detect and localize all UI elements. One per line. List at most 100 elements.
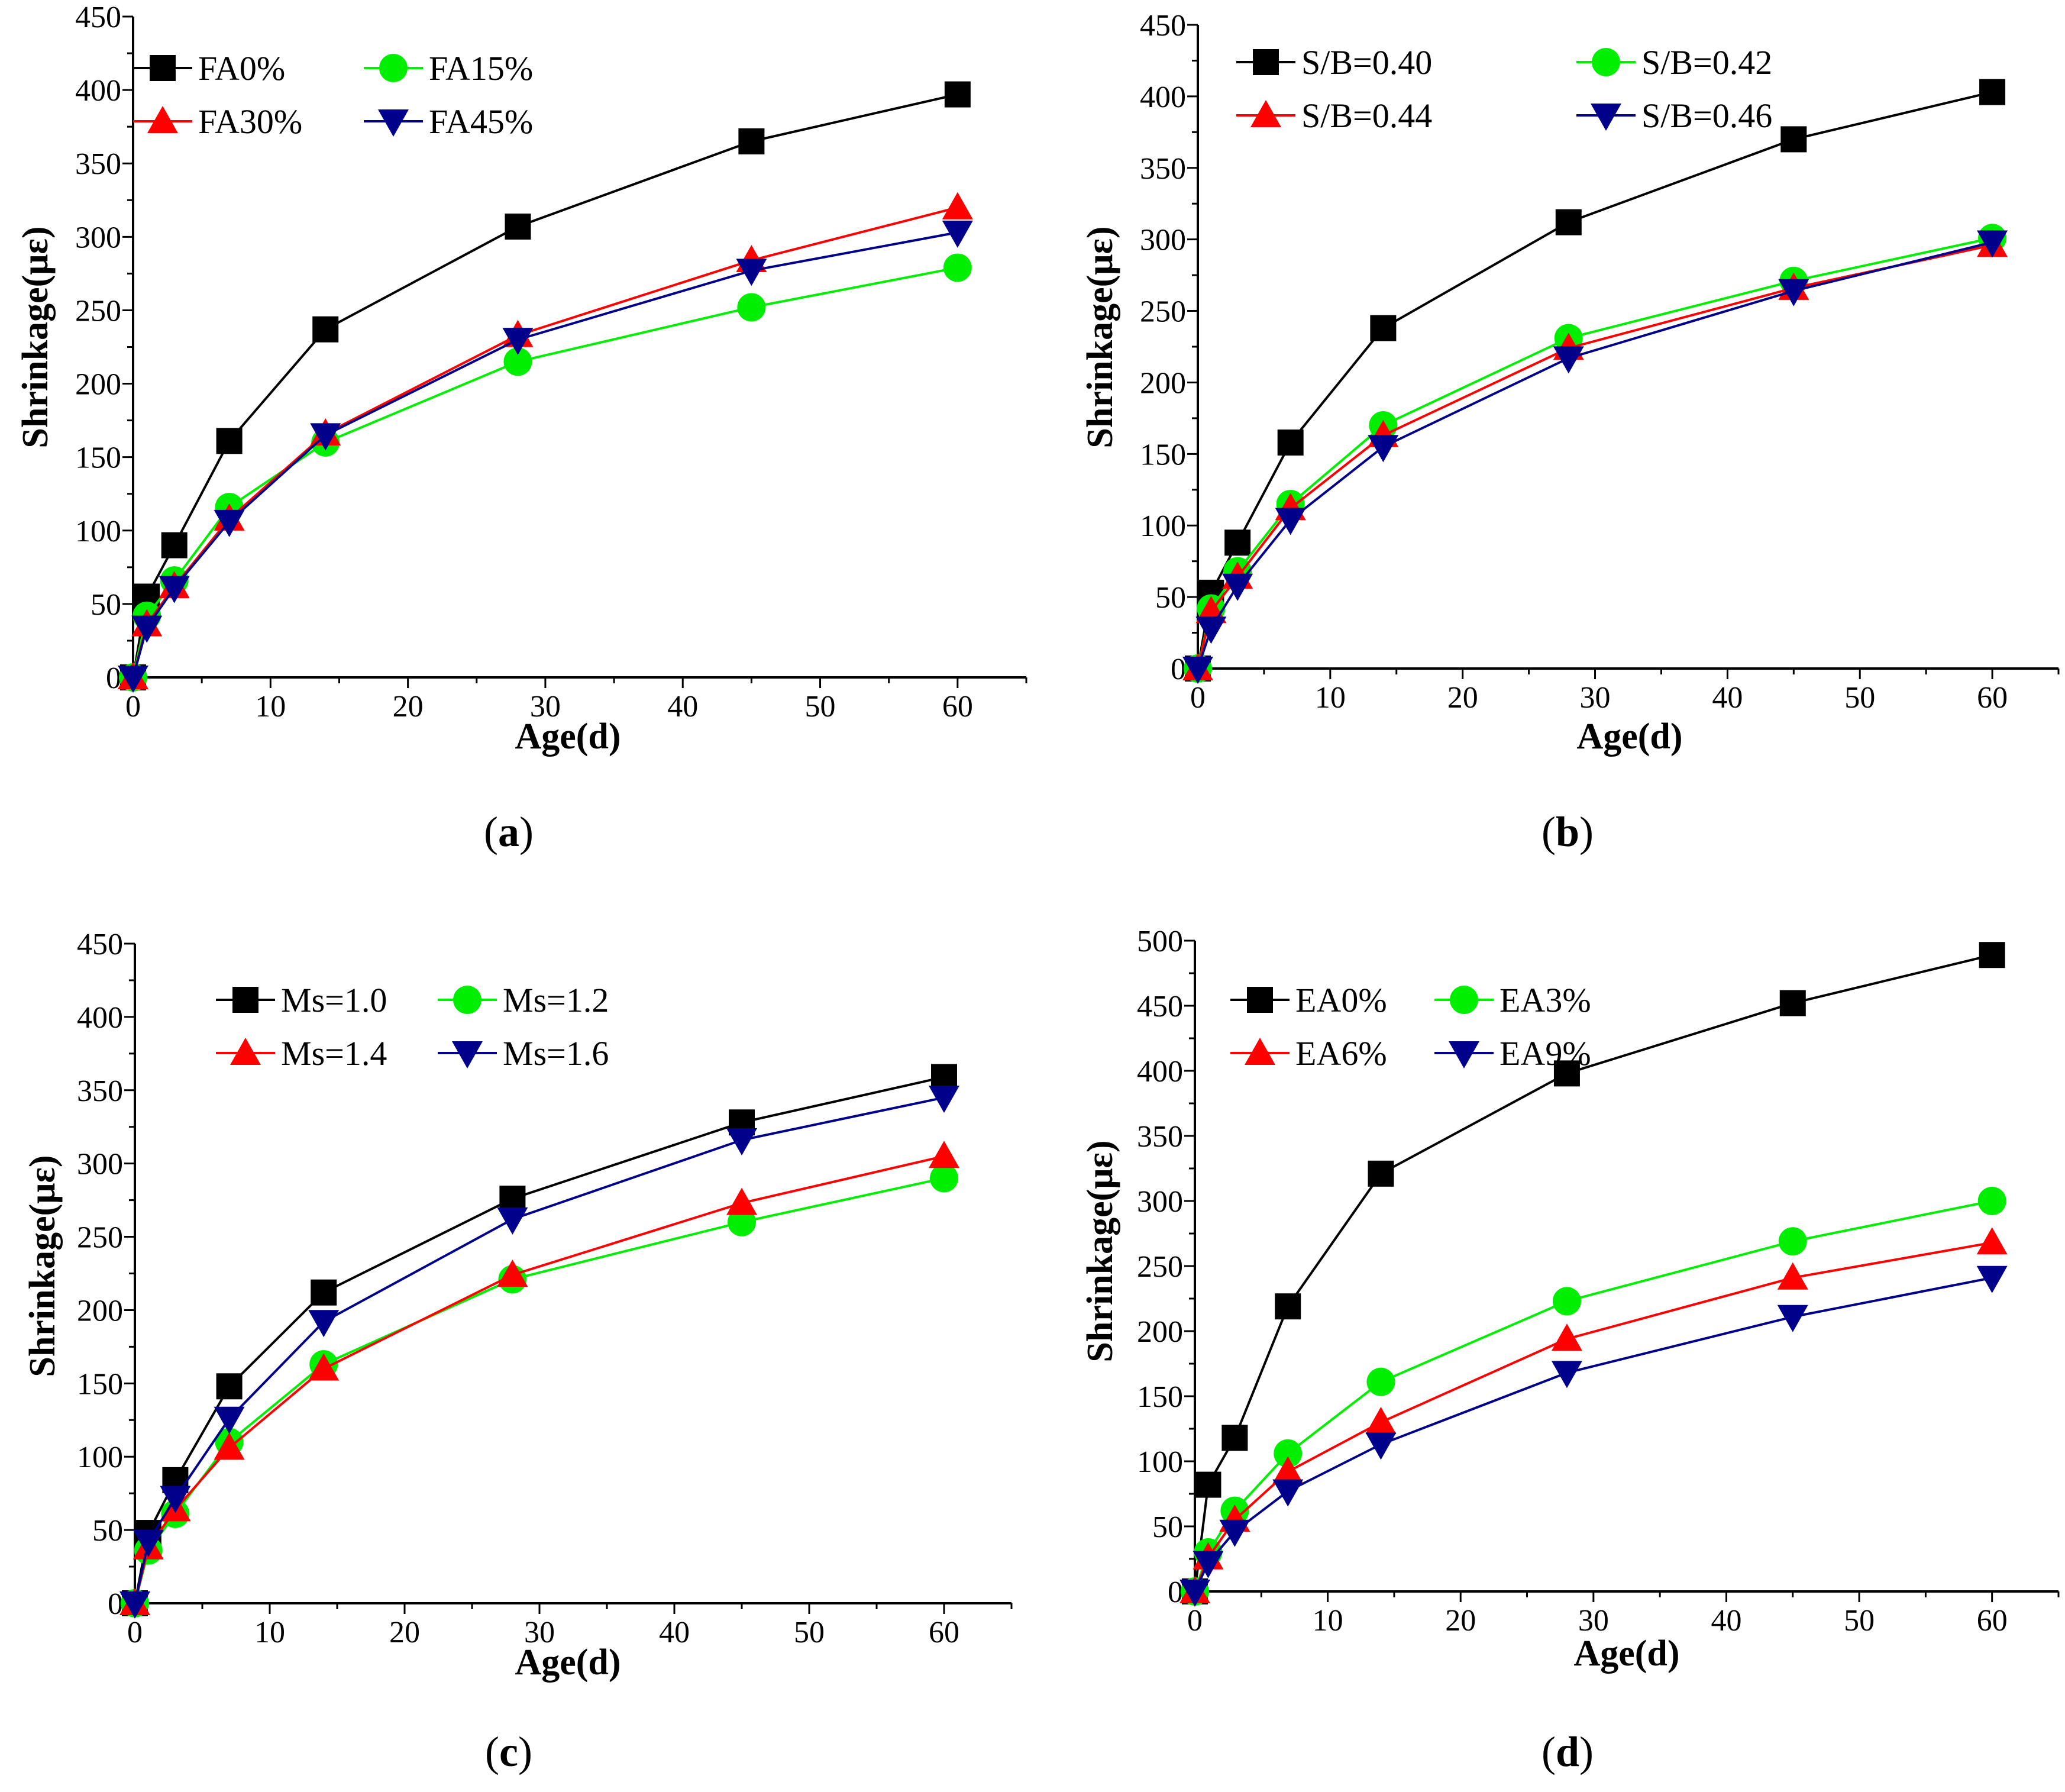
panel-d-series-2-point: [1272, 1456, 1304, 1484]
panel-d-series-line-1: [1194, 1200, 1993, 1592]
panel-d-x-tick-label: 60: [1977, 1604, 2008, 1638]
panel-d-plot: 0 10 20 30 40 50 60050100150200250300350400450…: [1137, 925, 2060, 1638]
panel-b-series-line-2: [1197, 244, 1993, 669]
panel-a-series-3-point: [118, 666, 148, 693]
panel-a-legend-label-1: FA15%: [429, 49, 533, 88]
panel-d-x-tick-label: 50: [1844, 1604, 1875, 1638]
panel-a: Shrinkage(με) Age(d) (a) 0 10 20 30 40 50 6005…: [15, 1, 1027, 855]
panel-a-x-tick-label: 0: [125, 690, 141, 724]
panel-d-y-tick-label: 350: [1137, 1120, 1183, 1154]
panel-a-y-tick-label: 150: [75, 441, 121, 475]
panel-a-series-0-point: [216, 428, 243, 454]
panel-d: Shrinkage(με) Age(d) (d) 0 10 20 30 40 50 6005…: [1080, 925, 2060, 1775]
panel-c-y-tick-label: 400: [77, 1001, 123, 1035]
panel-b-legend: S/B=0.40 S/B=0.42 S/B=0.44 S/B=0.46: [1236, 43, 1772, 135]
panel-b-legend-label-0: S/B=0.40: [1301, 43, 1432, 82]
panel-b-series-3-point: [1195, 616, 1227, 644]
panel-c-y-tick-label: 50: [92, 1514, 123, 1548]
panel-d-series-3-point: [1193, 1551, 1224, 1578]
panel-c-legend-label-3: Ms=1.6: [503, 1034, 609, 1073]
panel-d-series-0-point: [1195, 1471, 1221, 1498]
panel-d-legend-label-0: EA0%: [1295, 981, 1387, 1019]
panel-a-y-tick-label: 300: [75, 221, 121, 254]
panel-d-x-tick-label: 20: [1445, 1604, 1476, 1638]
panel-d-label: (d): [1542, 1728, 1594, 1775]
panel-b-y-tick-label: 100: [1140, 509, 1186, 543]
panel-a-legend-marker-1: [379, 54, 408, 82]
panel-a-series-3-point: [131, 615, 163, 643]
panel-d-series-1-point: [1274, 1439, 1303, 1468]
panel-c-legend-marker-3: [452, 1041, 483, 1068]
panel-a-series-line-1: [132, 266, 958, 678]
panel-d-series-3-point: [1976, 1265, 2008, 1293]
panel-b-series-3-point: [1275, 508, 1306, 535]
panel-d-legend-label-1: EA3%: [1500, 981, 1591, 1019]
panel-b-x-tick-label: 60: [1977, 681, 2008, 715]
panel-c-x-tick-label: 50: [794, 1616, 825, 1649]
panel-b-y-tick-label: 250: [1140, 295, 1186, 329]
panel-c-series-0-point: [311, 1279, 337, 1306]
panel-c-legend: Ms=1.0 Ms=1.2 Ms=1.4 Ms=1.6: [216, 981, 609, 1073]
panel-b-legend-marker-3: [1591, 104, 1621, 131]
panel-a-plot: 0 10 20 30 40 50 60050100150200250300350400450…: [75, 1, 1027, 724]
panel-b-legend-marker-2: [1250, 100, 1281, 127]
panel-d-legend-marker-2: [1245, 1038, 1275, 1065]
panel-b-x-tick-label: 0: [1190, 681, 1206, 715]
panel-b-y-tick-label: 150: [1140, 438, 1186, 472]
panel-d-series-0-point: [1553, 1060, 1580, 1087]
panel-d-series-1-point: [1778, 1227, 1807, 1256]
panel-c-legend-marker-2: [230, 1038, 261, 1065]
panel-a-series-3-point: [214, 509, 245, 537]
panel-a-label: (a): [484, 808, 534, 855]
panel-d-xlabel: Age(d): [1573, 1633, 1679, 1674]
panel-b-x-tick-label: 40: [1712, 681, 1743, 715]
panel-d-ylabel: Shrinkage(με): [1080, 1140, 1120, 1362]
panel-c-series-2-point: [497, 1259, 528, 1287]
panel-d-legend-label-2: EA6%: [1295, 1034, 1387, 1073]
panel-c-plot: 0 10 20 30 40 50 60050100150200250300350400450…: [77, 928, 1013, 1649]
panel-c-legend-label-0: Ms=1.0: [281, 981, 387, 1019]
panel-a-x-tick-label: 20: [393, 690, 424, 724]
panel-b-y-tick-label: 400: [1140, 80, 1186, 114]
panel-a-y-tick-label: 50: [91, 588, 121, 622]
panel-d-y-tick-label: 400: [1137, 1055, 1183, 1089]
panel-b-series-0-point: [1277, 429, 1304, 456]
panel-c-series-2-point: [929, 1141, 959, 1168]
panel-b-legend-marker-1: [1592, 48, 1620, 76]
panel-b-series-0-point: [1979, 79, 2006, 105]
panel-c-x-tick-label: 0: [127, 1616, 143, 1649]
panel-b-label: (b): [1542, 808, 1594, 855]
panel-c-x-tick-label: 60: [929, 1616, 959, 1649]
panel-c-y-tick-label: 100: [77, 1441, 123, 1474]
panel-b-series-3-point: [1182, 657, 1213, 684]
panel-b-series-line-0: [1197, 91, 1993, 669]
panel-d-x-tick-label: 0: [1187, 1604, 1203, 1638]
panel-b-legend-label-3: S/B=0.46: [1641, 96, 1772, 135]
panel-b-ylabel: Shrinkage(με): [1080, 226, 1120, 448]
panel-d-series-0-point: [1979, 942, 2005, 968]
panel-c-label: (c): [485, 1728, 532, 1775]
panel-d-legend-marker-3: [1449, 1041, 1479, 1068]
panel-c-series-3-point: [308, 1310, 340, 1338]
panel-d-x-tick-label: 30: [1578, 1604, 1609, 1638]
panel-d-legend-label-3: EA9%: [1500, 1034, 1591, 1073]
panel-b-y-tick-label: 350: [1140, 152, 1186, 186]
panel-c-series-0-point: [499, 1186, 526, 1212]
panel-d-legend: EA0% EA3% EA6% EA9%: [1230, 981, 1591, 1073]
panel-a-series-line-0: [132, 93, 958, 678]
panel-a-x-tick-label: 50: [805, 690, 836, 724]
panel-d-series-0-point: [1779, 990, 1806, 1016]
panel-b-xlabel: Age(d): [1576, 716, 1682, 757]
panel-a-x-tick-label: 10: [255, 690, 286, 724]
panel-a-series-0-point: [944, 81, 971, 108]
panel-c-series-2-point: [726, 1187, 757, 1215]
panel-c-legend-label-1: Ms=1.2: [503, 981, 609, 1019]
panel-b-series-3-point: [1222, 573, 1253, 601]
panel-a-y-tick-label: 350: [75, 147, 121, 181]
panel-a-series-line-2: [132, 206, 958, 678]
panel-b-x-tick-label: 30: [1580, 681, 1611, 715]
panel-c-series-3-point: [497, 1207, 528, 1235]
panel-a-legend-marker-0: [150, 55, 176, 81]
panel-c-series-3-point: [726, 1128, 757, 1156]
